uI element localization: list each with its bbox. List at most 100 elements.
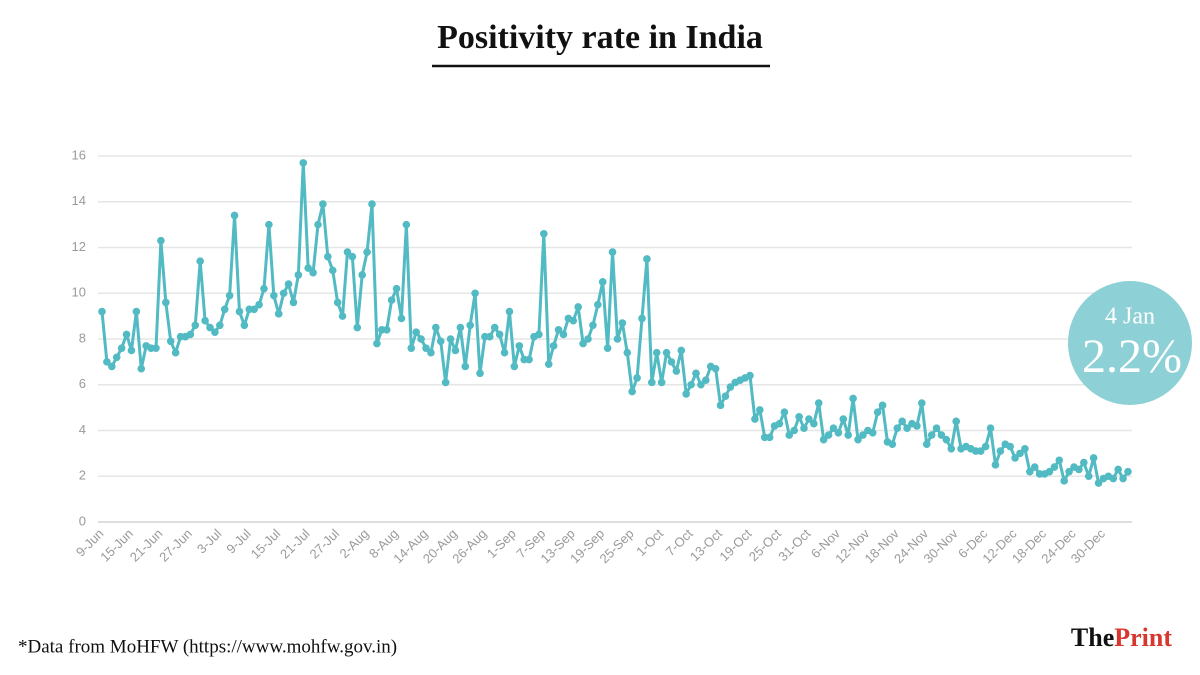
point	[1060, 477, 1068, 485]
point	[628, 387, 636, 396]
point	[829, 424, 838, 433]
point	[805, 415, 813, 423]
point	[834, 428, 843, 437]
y-tick-label: 0	[79, 513, 86, 528]
point	[162, 298, 170, 307]
point	[549, 342, 558, 350]
point	[814, 399, 823, 407]
point	[157, 236, 165, 245]
point	[918, 399, 926, 407]
point	[299, 159, 308, 167]
point	[103, 358, 111, 366]
point	[878, 401, 887, 410]
point	[284, 280, 293, 288]
point	[692, 369, 700, 378]
point	[427, 348, 435, 357]
point	[333, 298, 342, 307]
point	[446, 335, 455, 343]
point	[505, 307, 514, 316]
point	[122, 330, 131, 339]
point	[1080, 458, 1088, 467]
point	[927, 431, 936, 439]
point	[328, 266, 337, 275]
point	[598, 278, 607, 286]
point	[373, 339, 381, 348]
point	[1089, 454, 1098, 462]
y-tick-label: 4	[79, 422, 86, 437]
point	[1021, 445, 1029, 453]
point	[682, 390, 690, 398]
point	[466, 321, 474, 330]
brand: ThePrint	[1071, 623, 1172, 652]
point	[309, 268, 317, 277]
point	[976, 447, 985, 455]
point	[1094, 479, 1103, 487]
point	[1075, 465, 1083, 474]
point	[260, 284, 268, 293]
point	[579, 339, 587, 348]
point	[515, 342, 524, 350]
point	[535, 330, 543, 339]
point	[589, 321, 597, 330]
point	[220, 305, 229, 314]
point	[849, 394, 857, 403]
point	[672, 367, 681, 375]
point	[952, 417, 960, 426]
point	[112, 353, 121, 362]
point	[711, 364, 720, 373]
point	[1011, 454, 1019, 462]
point	[171, 348, 180, 357]
point	[441, 378, 450, 387]
y-tick-label: 6	[79, 376, 86, 391]
point	[117, 344, 126, 352]
point	[613, 335, 622, 343]
point	[206, 323, 214, 332]
point	[387, 296, 396, 304]
y-tick-label: 16	[72, 147, 86, 162]
point	[338, 312, 347, 320]
point	[289, 298, 298, 307]
point	[490, 323, 499, 332]
point	[893, 424, 902, 433]
point	[412, 328, 420, 336]
point	[839, 415, 848, 423]
point	[648, 378, 656, 387]
point	[1065, 467, 1073, 476]
point	[1016, 449, 1024, 458]
point	[132, 307, 141, 316]
point	[166, 337, 175, 346]
point	[643, 255, 651, 263]
point	[324, 252, 332, 261]
brand-print: Print	[1114, 623, 1172, 652]
point	[461, 362, 470, 371]
point	[495, 330, 504, 339]
point	[859, 431, 867, 439]
point	[225, 291, 234, 300]
point	[1084, 472, 1093, 481]
point	[922, 440, 931, 449]
point	[765, 433, 774, 442]
point	[932, 424, 941, 433]
point	[240, 321, 249, 330]
point	[525, 355, 533, 364]
point	[319, 200, 327, 208]
point	[569, 316, 578, 325]
point	[451, 346, 460, 355]
callout-date: 4 Jan	[1105, 304, 1155, 330]
point	[486, 332, 494, 341]
point	[913, 422, 921, 430]
point	[633, 374, 641, 382]
point	[216, 321, 224, 330]
point	[687, 380, 695, 389]
point	[314, 220, 322, 229]
point	[191, 321, 200, 330]
point	[702, 376, 710, 384]
point	[608, 248, 617, 256]
point	[196, 257, 204, 266]
point	[677, 346, 686, 355]
point	[937, 431, 946, 439]
point	[407, 344, 416, 352]
point	[559, 330, 568, 339]
